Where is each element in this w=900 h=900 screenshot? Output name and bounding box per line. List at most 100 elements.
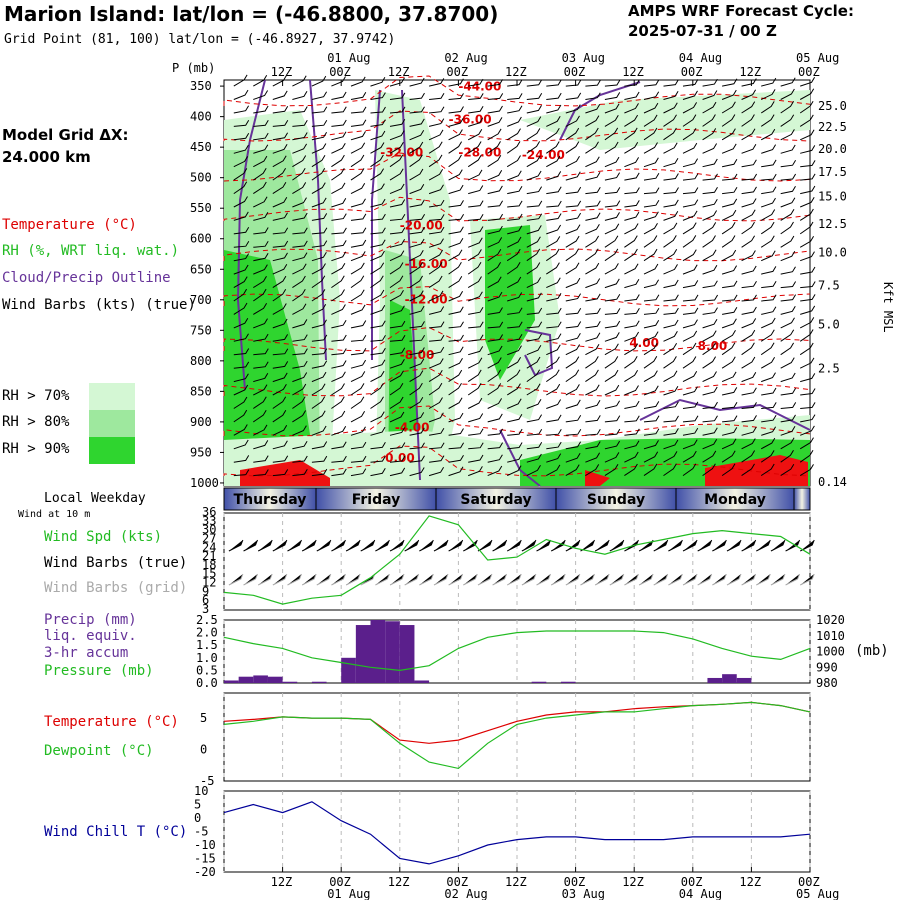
isotherm-7 <box>223 367 811 397</box>
wind-barb <box>741 342 755 356</box>
wind-barb <box>800 425 815 436</box>
label-pressure: Pressure (mb) <box>44 663 154 679</box>
wind-barb <box>468 454 484 463</box>
wind-barb <box>253 144 269 154</box>
wind-barb <box>389 227 406 235</box>
kft-tick-label: 10.0 <box>818 246 847 260</box>
wind-barb <box>565 464 580 477</box>
wind-barb <box>546 356 560 369</box>
wind-barb <box>643 331 659 342</box>
wind-barb <box>702 114 716 127</box>
wind-barb <box>682 463 697 477</box>
wind-barb <box>370 250 385 262</box>
wind-barb-true <box>521 539 537 552</box>
wind-barb <box>546 307 562 315</box>
wind-barb <box>761 306 777 315</box>
top-hour-label: 12Z <box>739 65 761 79</box>
pressure-tick-label-right: 1020 <box>816 613 845 627</box>
wind-barb <box>233 253 250 262</box>
wind-barb <box>350 213 367 221</box>
wind-barb <box>487 454 503 463</box>
wind-barb <box>663 102 678 114</box>
wind-barb <box>331 182 346 195</box>
wind-barb <box>702 318 718 329</box>
wind-barb <box>448 346 464 356</box>
wind-barb <box>624 279 640 289</box>
pressure-tick-label-right: 1010 <box>816 629 845 643</box>
wind-barb <box>428 358 444 369</box>
wind-barb <box>468 185 484 195</box>
wind-barb <box>468 306 484 315</box>
kft-tick-label: 12.5 <box>818 217 847 231</box>
legend-rh70-label: RH > 70% <box>2 388 70 404</box>
pressure-tick-label: 850 <box>190 384 212 398</box>
wind-barb <box>741 250 756 262</box>
wind-barb <box>526 398 542 409</box>
wind-barb <box>350 227 367 235</box>
wind-tick-label: 36 <box>202 505 216 519</box>
wind-barb <box>487 465 503 477</box>
wind-barb <box>643 114 658 127</box>
legend-rh90-swatch <box>89 437 135 464</box>
wind-barb <box>233 396 248 409</box>
wind-barb <box>546 414 562 423</box>
wind-barb <box>526 344 542 356</box>
wind-barb <box>526 292 542 302</box>
wind-barb <box>643 142 658 154</box>
wind-barb <box>467 397 483 409</box>
wind-barb <box>565 321 582 329</box>
wind-barb <box>526 200 543 208</box>
wind-barb <box>409 262 423 275</box>
wind-barb <box>663 451 678 463</box>
wind-barb <box>487 345 503 356</box>
wind-barb-grid <box>389 573 405 586</box>
wind-barb <box>272 155 287 168</box>
wind-barb <box>761 414 777 423</box>
wind-barb-grid <box>668 573 683 586</box>
wind-barb-true <box>800 539 815 552</box>
wind-barb <box>585 115 600 127</box>
wind-barb <box>292 263 307 275</box>
label-dewpoint: Dewpoint (°C) <box>44 743 154 759</box>
wind-barb <box>526 277 542 289</box>
pressure-tick-label-right: 1000 <box>816 645 845 659</box>
wind-barb <box>663 249 678 262</box>
wind-barb-grid <box>785 573 801 586</box>
wind-barb <box>467 169 483 181</box>
wind-barb <box>428 141 443 154</box>
wind-barb <box>624 370 639 383</box>
wind-barb <box>682 319 698 329</box>
precip-tick-label: 1.5 <box>196 638 218 652</box>
wind-barb <box>409 168 424 181</box>
wind-barb <box>507 200 523 208</box>
wind-barb-grid <box>653 573 669 586</box>
wind-barb <box>292 410 307 423</box>
wind-barb <box>799 114 814 127</box>
wind-barb <box>682 415 699 423</box>
wind-barb <box>800 251 815 262</box>
wind-barb <box>389 290 404 302</box>
wind-barb <box>370 142 385 154</box>
top-hour-label: 12Z <box>388 65 410 79</box>
wind-barb <box>253 469 269 477</box>
wind-barb-grid <box>741 573 757 586</box>
wind-barb <box>721 450 736 463</box>
wind-barb <box>409 238 425 248</box>
wind-barb <box>624 331 640 342</box>
wind-barb <box>233 439 249 450</box>
wind-tick-label: 27 <box>202 531 216 545</box>
wind-barb <box>780 77 796 87</box>
wind-barb <box>233 409 248 423</box>
wind-barb <box>741 101 756 114</box>
wind-barb <box>526 128 541 141</box>
wind-barb <box>643 91 660 100</box>
wind-barb <box>331 396 345 409</box>
wind-barb <box>604 212 620 221</box>
wind-barb <box>702 101 717 114</box>
wind-tick-label: 24 <box>202 540 216 554</box>
wind-barb <box>350 251 366 262</box>
wind-barb <box>761 372 776 383</box>
wind-barb <box>546 277 561 289</box>
wind-barb <box>682 142 698 154</box>
precip-tick-label: 0.5 <box>196 663 218 677</box>
